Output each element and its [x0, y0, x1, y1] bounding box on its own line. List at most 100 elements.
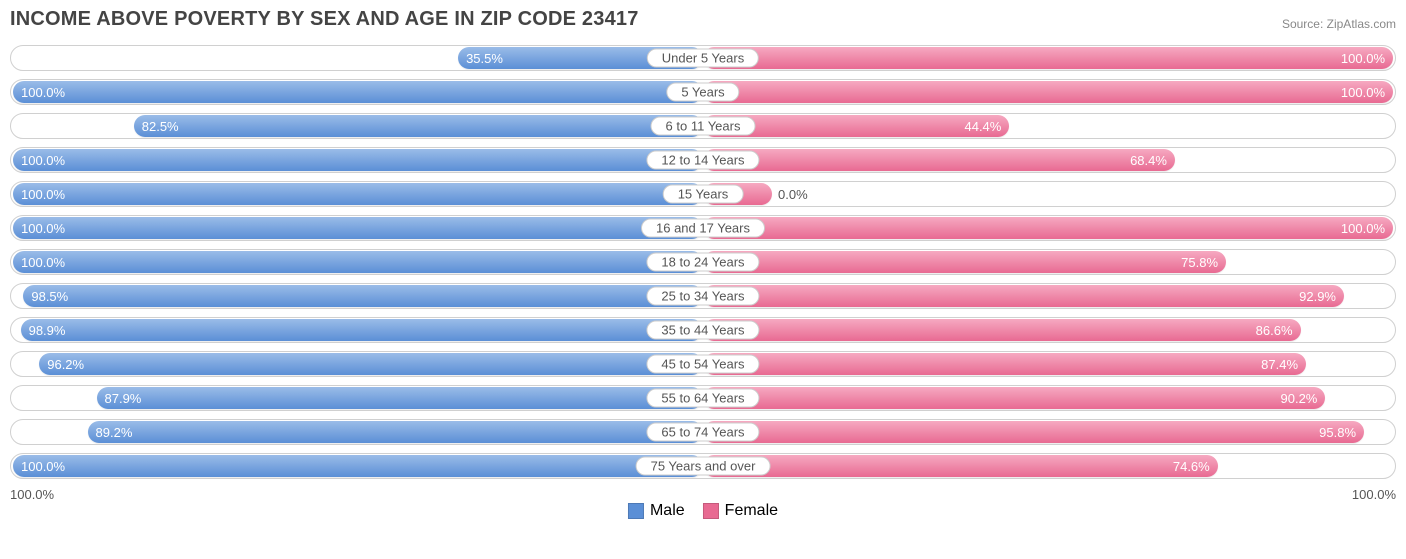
legend-item-female: Female: [703, 502, 778, 520]
male-half: 100.0%: [13, 251, 703, 273]
male-bar: 100.0%: [13, 251, 703, 273]
male-bar: 100.0%: [13, 149, 703, 171]
male-half: 100.0%: [13, 81, 703, 103]
chart-title: INCOME ABOVE POVERTY BY SEX AND AGE IN Z…: [10, 8, 639, 31]
female-bar: 95.8%: [703, 421, 1364, 443]
female-value: 100.0%: [1341, 51, 1385, 66]
chart-row: 100.0%0.0%15 Years: [10, 181, 1396, 207]
axis-label-right: 100.0%: [1352, 487, 1396, 502]
male-bar: 96.2%: [39, 353, 703, 375]
legend-swatch-male: [628, 503, 644, 519]
female-value: 0.0%: [772, 183, 808, 205]
female-bar: 100.0%: [703, 47, 1393, 69]
legend-label-male: Male: [650, 502, 685, 520]
category-label: 16 and 17 Years: [641, 219, 765, 238]
female-bar: 74.6%: [703, 455, 1218, 477]
chart-row: 100.0%100.0%5 Years: [10, 79, 1396, 105]
male-value: 98.9%: [29, 323, 66, 338]
male-bar: 98.9%: [21, 319, 703, 341]
female-half: 92.9%: [703, 285, 1393, 307]
female-value: 44.4%: [964, 119, 1001, 134]
category-label: 45 to 54 Years: [646, 355, 759, 374]
male-half: 96.2%: [13, 353, 703, 375]
male-bar: 98.5%: [23, 285, 703, 307]
category-label: 6 to 11 Years: [651, 117, 756, 136]
source-attribution: Source: ZipAtlas.com: [1282, 17, 1396, 31]
category-label: 18 to 24 Years: [646, 253, 759, 272]
female-bar: 90.2%: [703, 387, 1325, 409]
male-value: 96.2%: [47, 357, 84, 372]
female-half: 95.8%: [703, 421, 1393, 443]
male-half: 100.0%: [13, 455, 703, 477]
male-half: 87.9%: [13, 387, 703, 409]
axis-label-left: 100.0%: [10, 487, 54, 502]
category-label: 35 to 44 Years: [646, 321, 759, 340]
female-value: 68.4%: [1130, 153, 1167, 168]
header: INCOME ABOVE POVERTY BY SEX AND AGE IN Z…: [10, 8, 1396, 31]
male-value: 89.2%: [96, 425, 133, 440]
female-half: 86.6%: [703, 319, 1393, 341]
male-value: 87.9%: [105, 391, 142, 406]
male-value: 35.5%: [466, 51, 503, 66]
male-value: 100.0%: [21, 255, 65, 270]
female-half: 75.8%: [703, 251, 1393, 273]
chart-row: 100.0%100.0%16 and 17 Years: [10, 215, 1396, 241]
female-half: 100.0%: [703, 217, 1393, 239]
female-half: 100.0%: [703, 81, 1393, 103]
category-label: 55 to 64 Years: [646, 389, 759, 408]
female-half: 90.2%: [703, 387, 1393, 409]
female-value: 86.6%: [1256, 323, 1293, 338]
male-half: 98.9%: [13, 319, 703, 341]
female-bar: 68.4%: [703, 149, 1175, 171]
male-bar: 100.0%: [13, 81, 703, 103]
female-value: 95.8%: [1319, 425, 1356, 440]
female-half: 68.4%: [703, 149, 1393, 171]
source-name: ZipAtlas.com: [1327, 17, 1396, 31]
male-bar: 100.0%: [13, 455, 703, 477]
chart-row: 87.9% 90.2% 55 to 64 Years: [10, 385, 1396, 411]
male-half: 82.5%: [13, 115, 703, 137]
chart-row: 98.9% 86.6% 35 to 44 Years: [10, 317, 1396, 343]
category-label: 5 Years: [666, 83, 739, 102]
chart-row: 82.5% 44.4% 6 to 11 Years: [10, 113, 1396, 139]
female-bar: 100.0%: [703, 217, 1393, 239]
legend-swatch-female: [703, 503, 719, 519]
tornado-chart: 35.5%100.0%Under 5 Years100.0%100.0%5 Ye…: [10, 45, 1396, 479]
male-value: 98.5%: [31, 289, 68, 304]
female-value: 90.2%: [1281, 391, 1318, 406]
female-bar: 75.8%: [703, 251, 1226, 273]
male-bar: 82.5%: [134, 115, 703, 137]
male-half: 89.2%: [13, 421, 703, 443]
male-half: 100.0%: [13, 217, 703, 239]
female-half: 100.0%: [703, 47, 1393, 69]
chart-row: 89.2% 95.8% 65 to 74 Years: [10, 419, 1396, 445]
category-label: 65 to 74 Years: [646, 423, 759, 442]
female-bar: 86.6%: [703, 319, 1301, 341]
chart-row: 96.2% 87.4% 45 to 54 Years: [10, 351, 1396, 377]
category-label: 75 Years and over: [636, 457, 771, 476]
source-prefix: Source:: [1282, 17, 1327, 31]
male-half: 100.0%: [13, 149, 703, 171]
legend: Male Female: [628, 502, 778, 520]
legend-item-male: Male: [628, 502, 685, 520]
female-half: 87.4%: [703, 353, 1393, 375]
female-value: 74.6%: [1173, 459, 1210, 474]
female-half: 0.0%: [703, 183, 1393, 205]
male-half: 98.5%: [13, 285, 703, 307]
male-value: 82.5%: [142, 119, 179, 134]
female-half: 74.6%: [703, 455, 1393, 477]
female-value: 75.8%: [1181, 255, 1218, 270]
chart-row: 98.5%92.9%25 to 34 Years: [10, 283, 1396, 309]
female-half: 44.4%: [703, 115, 1393, 137]
chart-row: 35.5%100.0%Under 5 Years: [10, 45, 1396, 71]
female-value: 87.4%: [1261, 357, 1298, 372]
chart-container: INCOME ABOVE POVERTY BY SEX AND AGE IN Z…: [0, 0, 1406, 513]
category-label: 12 to 14 Years: [646, 151, 759, 170]
female-value: 92.9%: [1299, 289, 1336, 304]
male-value: 100.0%: [21, 187, 65, 202]
male-bar: 100.0%: [13, 183, 703, 205]
chart-row: 100.0% 74.6% 75 Years and over: [10, 453, 1396, 479]
male-value: 100.0%: [21, 459, 65, 474]
female-value: 100.0%: [1341, 221, 1385, 236]
chart-row: 100.0% 68.4% 12 to 14 Years: [10, 147, 1396, 173]
